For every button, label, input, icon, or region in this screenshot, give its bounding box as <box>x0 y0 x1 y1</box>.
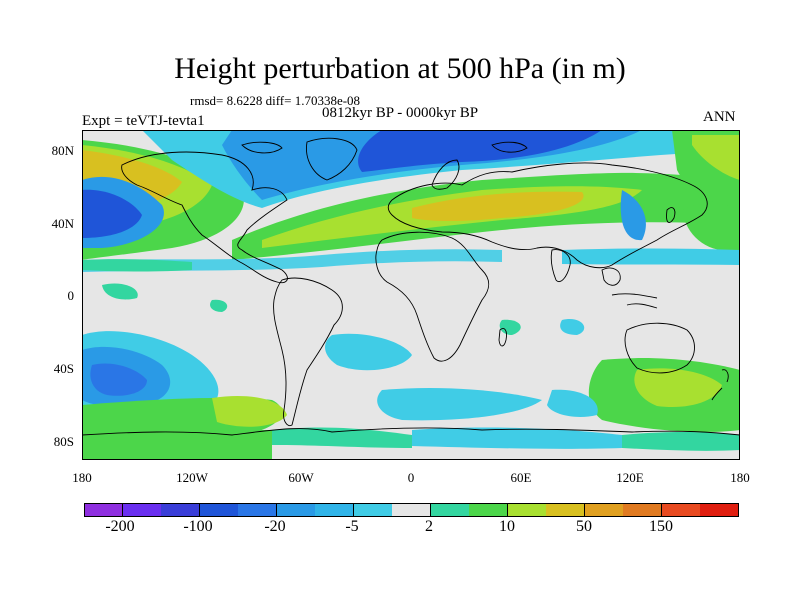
lon-label-180-left: 180 <box>72 470 92 485</box>
colorbar-cell <box>238 503 278 517</box>
coastlines <box>82 137 740 436</box>
colorbar-label: -100 <box>183 518 213 535</box>
colorbar-cell <box>546 503 586 517</box>
colorbar-label: 10 <box>499 518 515 535</box>
experiment-label: Expt = teVTJ-tevta1 <box>82 113 205 129</box>
colorbar-cell <box>199 503 239 517</box>
map-title: Height perturbation at 500 hPa (in m) <box>174 52 626 85</box>
lon-label-60w: 60W <box>288 470 314 485</box>
lat-label-equator: 0 <box>67 288 75 303</box>
lon-label-0: 0 <box>407 470 415 485</box>
lat-label-40s: 40S <box>53 361 74 376</box>
colorbar-cell <box>315 503 355 517</box>
colorbar-cell <box>122 503 162 517</box>
colorbar <box>84 503 740 517</box>
rmsd-diff-stats: rmsd= 8.6228 diff= 1.70338e-08 <box>190 93 361 108</box>
lon-label-60e: 60E <box>510 470 532 485</box>
colorbar-cell <box>661 503 701 517</box>
colorbar-cell <box>430 503 470 517</box>
lon-label-120e: 120E <box>616 470 644 485</box>
colorbar-cell <box>84 503 123 517</box>
colorbar-cell <box>584 503 624 517</box>
height-perturbation-map <box>82 130 740 460</box>
colorbar-cell <box>392 503 432 517</box>
colorbar-cell <box>161 503 201 517</box>
colorbar-label: -5 <box>345 518 359 535</box>
colorbar-cell <box>507 503 547 517</box>
season-label: ANN <box>703 109 736 125</box>
contour-fields <box>82 130 740 460</box>
colorbar-cell <box>469 503 509 517</box>
colorbar-label: 2 <box>425 518 433 535</box>
lat-label-80s: 80S <box>53 434 74 449</box>
lat-label-40n: 40N <box>51 216 74 231</box>
lon-label-180-right: 180 <box>730 470 750 485</box>
colorbar-cell <box>276 503 316 517</box>
colorbar-label: 50 <box>576 518 592 535</box>
colorbar-label: 150 <box>649 518 673 535</box>
colorbar-label: -200 <box>105 518 135 535</box>
lat-label-80n: 80N <box>51 143 74 158</box>
colorbar-cell <box>623 503 663 517</box>
lon-label-120w: 120W <box>176 470 208 485</box>
colorbar-cell <box>353 503 393 517</box>
time-period: 0812kyr BP - 0000kyr BP <box>322 105 479 121</box>
colorbar-label: -20 <box>264 518 286 535</box>
colorbar-cell <box>700 503 740 517</box>
